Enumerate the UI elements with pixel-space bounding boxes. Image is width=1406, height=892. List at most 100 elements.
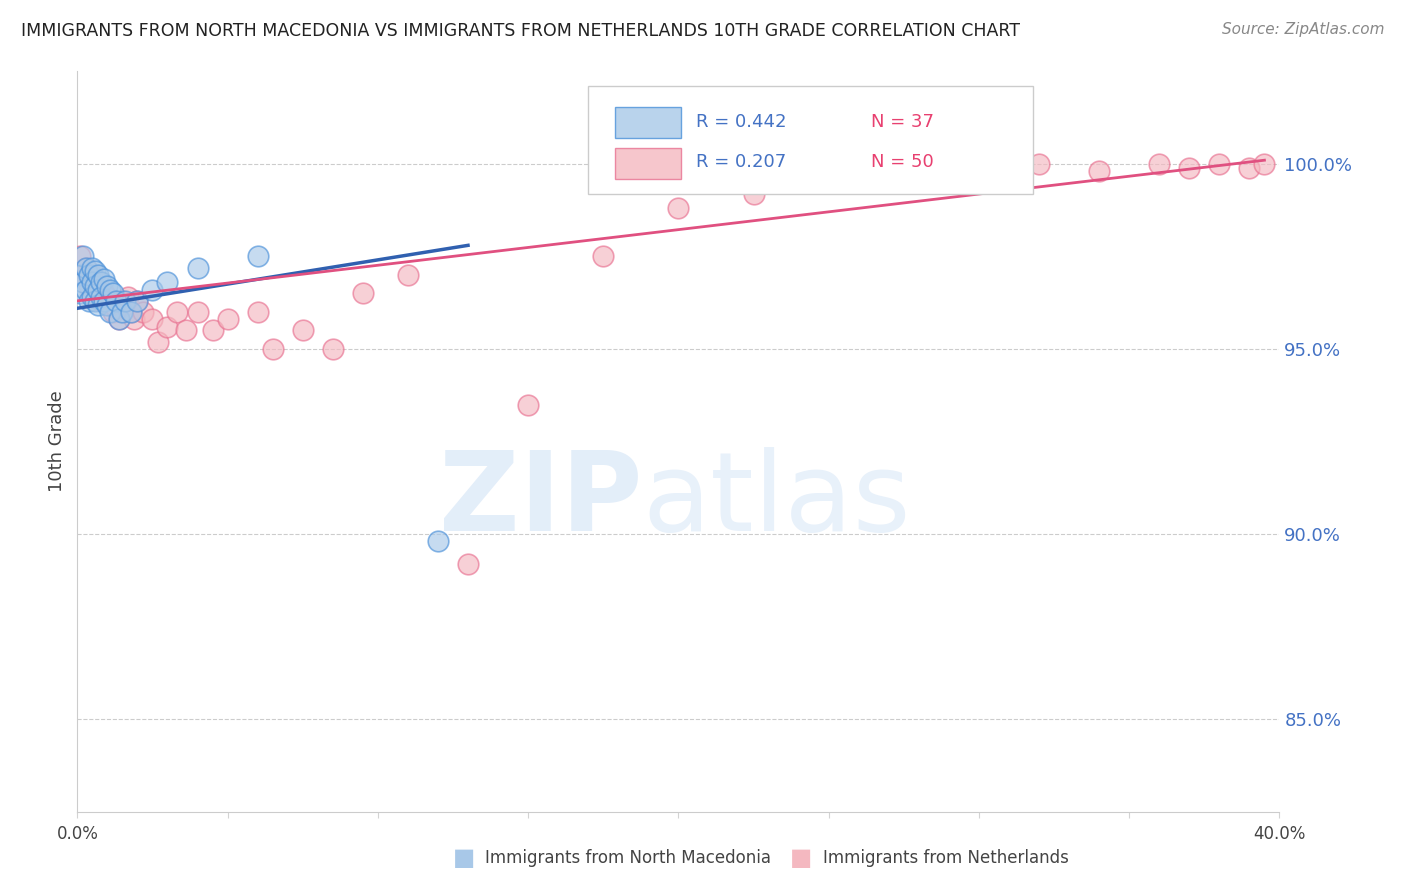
Point [100,297,122,311]
Point [75,283,97,297]
Text: N = 50: N = 50 [870,153,934,171]
Point [291,323,314,337]
Text: ■: ■ [453,847,475,870]
Point [79,279,101,293]
Point [93,271,115,285]
Point [79,293,101,308]
Point [72,249,94,263]
Point [1149,157,1171,171]
Point [120,305,142,319]
Bar [614,107,681,138]
Point [217,312,239,326]
Text: 40.0%: 40.0% [1253,825,1306,843]
Point [877,157,900,171]
Point [127,293,149,308]
Point [108,312,131,326]
Point [817,164,839,178]
Text: Source: ZipAtlas.com: Source: ZipAtlas.com [1222,22,1385,37]
Point [90,293,112,308]
Point [75,260,97,275]
Point [166,305,188,319]
Point [103,286,125,301]
Point [174,323,197,337]
Point [246,305,269,319]
Point [117,290,139,304]
Point [103,305,125,319]
Point [1253,157,1275,171]
Point [352,286,374,301]
Text: Immigrants from North Macedonia: Immigrants from North Macedonia [485,849,770,867]
Point [82,290,104,304]
Point [187,305,209,319]
Point [84,283,107,297]
Point [592,249,614,263]
Point [517,397,540,411]
Point [87,268,110,282]
Point [100,305,122,319]
Point [742,186,765,201]
Point [141,283,163,297]
Point [457,557,479,571]
Point [114,293,136,308]
Point [322,342,344,356]
Point [396,268,419,282]
Point [427,534,450,549]
Point [148,334,170,349]
Text: IMMIGRANTS FROM NORTH MACEDONIA VS IMMIGRANTS FROM NETHERLANDS 10TH GRADE CORREL: IMMIGRANTS FROM NORTH MACEDONIA VS IMMIG… [21,22,1021,40]
Point [141,312,163,326]
Point [124,312,146,326]
Point [87,297,110,311]
Point [105,293,128,308]
Point [100,283,122,297]
Point [72,276,94,290]
Point [72,268,94,282]
Point [201,323,224,337]
Point [1208,157,1230,171]
Point [93,286,115,301]
Text: 0.0%: 0.0% [56,825,98,843]
Point [75,260,97,275]
Point [84,264,107,278]
Point [96,279,118,293]
Text: R = 0.442: R = 0.442 [696,112,787,131]
FancyBboxPatch shape [588,87,1033,194]
Point [120,305,142,319]
Point [87,286,110,301]
Point [79,268,101,282]
Point [84,293,107,308]
Text: N = 37: N = 37 [870,112,934,131]
Point [108,312,131,326]
Point [1239,161,1261,175]
Point [69,268,91,282]
Point [82,276,104,290]
Point [1178,161,1201,175]
Y-axis label: 10th Grade: 10th Grade [48,391,66,492]
Point [96,297,118,311]
Point [246,249,269,263]
Point [93,293,115,308]
Text: ZIP: ZIP [439,447,643,554]
Point [90,290,112,304]
Text: R = 0.207: R = 0.207 [696,153,787,171]
Point [1028,157,1050,171]
Point [105,301,128,316]
Text: Immigrants from Netherlands: Immigrants from Netherlands [823,849,1069,867]
Point [127,293,149,308]
Point [82,260,104,275]
Point [111,305,134,319]
Point [156,319,179,334]
Point [84,279,107,293]
Text: atlas: atlas [643,447,911,554]
Text: ■: ■ [790,847,813,870]
Point [82,268,104,282]
Point [668,202,690,216]
Point [69,249,91,263]
Point [262,342,284,356]
Point [967,164,990,178]
Point [156,276,179,290]
Point [132,305,155,319]
Point [1088,164,1111,178]
Point [87,283,110,297]
Point [111,293,134,308]
Point [96,290,118,304]
